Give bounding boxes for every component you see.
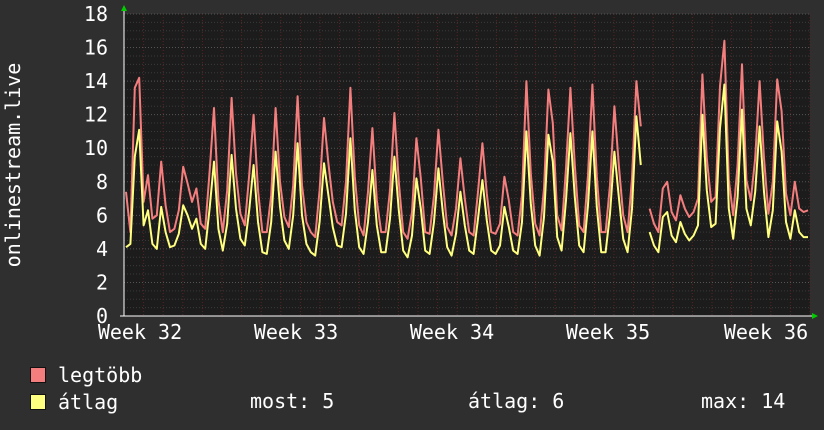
series-line-max [125, 39, 809, 240]
y-axis-arrow [121, 5, 127, 11]
y-tick-label: 2 [96, 270, 108, 294]
legend-item-max: legtöbb [30, 362, 142, 388]
y-tick-label: 14 [84, 69, 108, 93]
y-tick-label: 4 [96, 237, 108, 261]
x-tick-label: Week 32 [98, 320, 182, 344]
y-tick-label: 8 [96, 170, 108, 194]
stat-now: most: 5 [250, 389, 335, 413]
series-line-avg [125, 83, 808, 259]
stat-max: max: 14 [701, 389, 786, 413]
x-tick-label: Week 36 [724, 320, 808, 344]
y-tick-label: 6 [96, 203, 108, 227]
y-axis-label: onlinestream.live [1, 63, 25, 268]
y-tick-label: 16 [84, 36, 108, 60]
x-axis-arrow [812, 313, 818, 319]
y-tick-label: 18 [84, 2, 108, 26]
legend-label-avg: átlag [58, 390, 119, 414]
y-tick-label: 0 [96, 304, 108, 328]
stat-average: átlag: 6 [468, 389, 565, 413]
legend-swatch-max [30, 367, 46, 383]
x-tick-label: Week 35 [566, 320, 650, 344]
x-tick-label: Week 33 [254, 320, 338, 344]
y-tick-label: 12 [84, 103, 108, 127]
legend-swatch-avg [30, 394, 46, 410]
legend-label-max: legtöbb [58, 363, 143, 387]
x-tick-label: Week 34 [410, 320, 494, 344]
legend-item-avg: átlag [30, 389, 118, 415]
y-tick-label: 10 [84, 136, 108, 160]
